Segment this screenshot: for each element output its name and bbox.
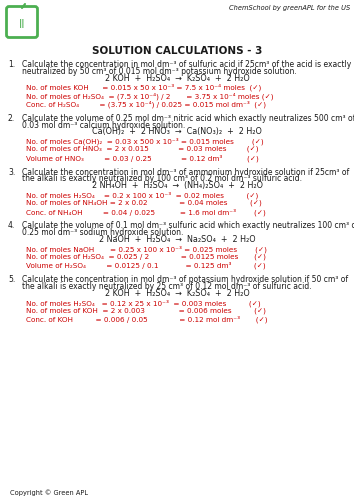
Text: 2 NaOH  +  H₂SO₄  →  Na₂SO₄  +  2 H₂O: 2 NaOH + H₂SO₄ → Na₂SO₄ + 2 H₂O xyxy=(99,235,255,244)
Text: Volume of H₂SO₄         = 0.0125 / 0.1            = 0.125 dm³          (✓): Volume of H₂SO₄ = 0.0125 / 0.1 = 0.125 d… xyxy=(26,262,266,270)
Text: No. of moles of HNO₃  = 2 x 0.015             = 0.03 moles         (✓): No. of moles of HNO₃ = 2 x 0.015 = 0.03 … xyxy=(26,146,258,152)
Text: ||: || xyxy=(19,18,25,28)
Text: No. of moles of H₂SO₄  = (7.5 x 10⁻⁴) / 2       = 3.75 x 10⁻⁴ moles (✓): No. of moles of H₂SO₄ = (7.5 x 10⁻⁴) / 2… xyxy=(26,92,274,100)
Text: SOLUTION CALCULATIONS - 3: SOLUTION CALCULATIONS - 3 xyxy=(92,46,262,56)
Text: Conc. of KOH          = 0.006 / 0.05              = 0.12 mol dm⁻³       (✓): Conc. of KOH = 0.006 / 0.05 = 0.12 mol d… xyxy=(26,316,268,323)
Text: 2.: 2. xyxy=(8,114,15,123)
Text: the alkali is exactly neutralized by 25 cm³ of 0.12 mol dm⁻³ of sulfuric acid.: the alkali is exactly neutralized by 25 … xyxy=(22,282,312,291)
Text: Calculate the volume of 0.1 mol dm⁻³ sulfuric acid which exactly neutralizes 100: Calculate the volume of 0.1 mol dm⁻³ sul… xyxy=(22,222,354,230)
Text: neutralized by 50 cm³ of 0.015 mol dm⁻³ potassium hydroxide solution.: neutralized by 50 cm³ of 0.015 mol dm⁻³ … xyxy=(22,67,297,76)
Text: 2 KOH  +  H₂SO₄  →  K₂SO₄  +  2 H₂O: 2 KOH + H₂SO₄ → K₂SO₄ + 2 H₂O xyxy=(105,74,249,82)
Text: No. of moles of NH₄OH = 2 x 0.02              = 0.04 moles          (✓): No. of moles of NH₄OH = 2 x 0.02 = 0.04 … xyxy=(26,200,262,206)
Text: 3.: 3. xyxy=(8,168,15,176)
Text: 0.25 mol dm⁻³ sodium hydroxide solution.: 0.25 mol dm⁻³ sodium hydroxide solution. xyxy=(22,228,183,237)
Text: Ca(OH)₂  +  2 HNO₃  →  Ca(NO₃)₂  +  2 H₂O: Ca(OH)₂ + 2 HNO₃ → Ca(NO₃)₂ + 2 H₂O xyxy=(92,128,262,136)
Text: the alkali is exactly neutralized by 100 cm³ of 0.2 mol dm⁻³ sulfuric acid.: the alkali is exactly neutralized by 100… xyxy=(22,174,302,184)
Text: Calculate the concentration in mol dm⁻³ of sulfuric acid if 25cm³ of the acid is: Calculate the concentration in mol dm⁻³ … xyxy=(22,60,351,69)
Text: Calculate the volume of 0.25 mol dm⁻³ nitric acid which exactly neutralizes 500 : Calculate the volume of 0.25 mol dm⁻³ ni… xyxy=(22,114,354,123)
Text: No. of moles KOH      = 0.015 x 50 x 10⁻³ = 7.5 x 10⁻⁴ moles  (✓): No. of moles KOH = 0.015 x 50 x 10⁻³ = 7… xyxy=(26,84,261,92)
Text: Calculate the concentration in mol dm⁻³ of ammonium hydroxide solution if 25cm³ : Calculate the concentration in mol dm⁻³ … xyxy=(22,168,349,176)
Text: Conc. of H₂SO₄         = (3.75 x 10⁻⁴) / 0.025 = 0.015 mol dm⁻³  (✓): Conc. of H₂SO₄ = (3.75 x 10⁻⁴) / 0.025 =… xyxy=(26,100,266,108)
FancyBboxPatch shape xyxy=(6,6,38,38)
Text: 4.: 4. xyxy=(8,222,15,230)
Text: Calculate the concentration in mol dm⁻³ of potassium hydroxide solution if 50 cm: Calculate the concentration in mol dm⁻³ … xyxy=(22,275,348,284)
Text: No. of moles H₂SO₄    = 0.2 x 100 x 10⁻³  = 0.02 moles          (✓): No. of moles H₂SO₄ = 0.2 x 100 x 10⁻³ = … xyxy=(26,192,258,199)
Text: 1.: 1. xyxy=(8,60,15,69)
Text: No. of moles H₂SO₄   = 0.12 x 25 x 10⁻³  = 0.003 moles          (✓): No. of moles H₂SO₄ = 0.12 x 25 x 10⁻³ = … xyxy=(26,299,261,306)
Text: Conc. of NH₄OH         = 0.04 / 0.025           = 1.6 mol dm⁻³        (✓): Conc. of NH₄OH = 0.04 / 0.025 = 1.6 mol … xyxy=(26,208,266,216)
Text: No. of moles Ca(OH)₂  = 0.03 x 500 x 10⁻³ = 0.015 moles        (✓): No. of moles Ca(OH)₂ = 0.03 x 500 x 10⁻³… xyxy=(26,138,264,145)
Text: 2 NH₄OH  +  H₂SO₄  →  (NH₄)₂SO₄  +  2 H₂O: 2 NH₄OH + H₂SO₄ → (NH₄)₂SO₄ + 2 H₂O xyxy=(91,181,263,190)
Text: 5.: 5. xyxy=(8,275,15,284)
Text: 0.03 mol dm⁻³ calcium hydroxide solution.: 0.03 mol dm⁻³ calcium hydroxide solution… xyxy=(22,120,185,130)
Text: Copyright © Green APL: Copyright © Green APL xyxy=(10,490,88,496)
Text: ChemSchool by greenAPL for the US: ChemSchool by greenAPL for the US xyxy=(229,5,350,11)
Text: No. of moles NaOH       = 0.25 x 100 x 10⁻³ = 0.025 moles        (✓): No. of moles NaOH = 0.25 x 100 x 10⁻³ = … xyxy=(26,246,267,253)
Text: Volume of HNO₃         = 0.03 / 0.25             = 0.12 dm³           (✓): Volume of HNO₃ = 0.03 / 0.25 = 0.12 dm³ … xyxy=(26,154,259,162)
Text: 2 KOH  +  H₂SO₄  →  K₂SO₄  +  2 H₂O: 2 KOH + H₂SO₄ → K₂SO₄ + 2 H₂O xyxy=(105,289,249,298)
Text: No. of moles of H₂SO₄  = 0.025 / 2              = 0.0125 moles       (✓): No. of moles of H₂SO₄ = 0.025 / 2 = 0.01… xyxy=(26,254,266,260)
Text: No. of moles of KOH  = 2 x 0.003               = 0.006 moles          (✓): No. of moles of KOH = 2 x 0.003 = 0.006 … xyxy=(26,308,266,314)
